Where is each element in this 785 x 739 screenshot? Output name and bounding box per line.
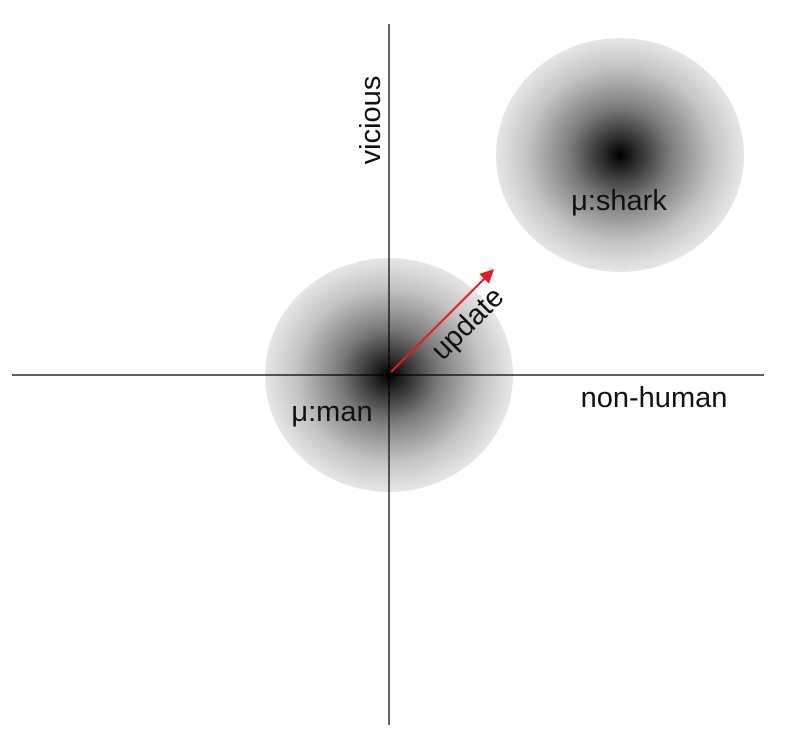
shark-cluster xyxy=(496,38,744,272)
shark-cluster-label: μ:shark xyxy=(571,185,667,217)
man-cluster-label: μ:man xyxy=(291,396,372,428)
x-axis-label: non-human xyxy=(581,382,728,414)
y-axis-label: vicious xyxy=(355,76,387,165)
